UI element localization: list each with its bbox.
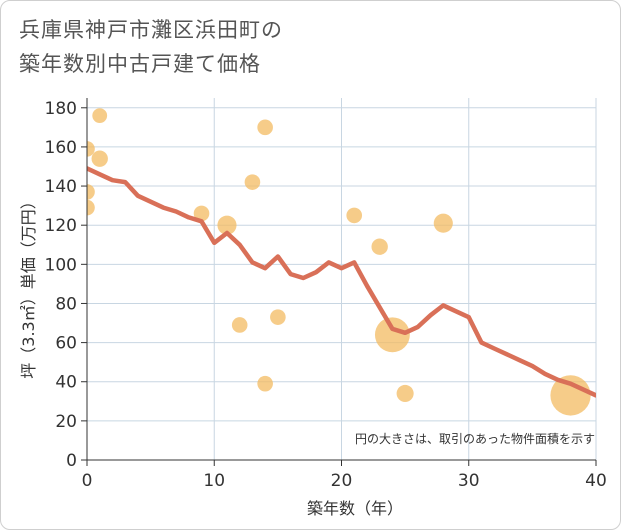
scatter-point — [396, 384, 414, 403]
scatter-point — [87, 141, 95, 157]
scatter-point — [92, 108, 108, 124]
tick-labels: 0 20 40 60 80 100 120 140 160 180 0 10 20 30 40 — [45, 99, 607, 491]
x-tick-label: 20 — [331, 471, 353, 491]
x-tick-label: 0 — [82, 471, 93, 491]
chart-title-line-1: 兵庫県神戸市灘区浜田町の — [19, 18, 283, 42]
y-tick-label: 0 — [66, 451, 77, 471]
chart-title: 兵庫県神戸市灘区浜田町の 築年数別中古戸建て価格 — [19, 13, 283, 81]
y-axis-label: 坪（3.3㎡）単価（万円） — [19, 193, 38, 378]
chart-title-line-2: 築年数別中古戸建て価格 — [19, 52, 261, 76]
scatter-point — [257, 119, 273, 136]
scatter-point — [87, 184, 95, 200]
data-points — [87, 108, 591, 416]
axes — [81, 98, 597, 466]
y-tick-label: 140 — [45, 177, 77, 197]
scatter-point — [91, 150, 108, 167]
trend-line — [87, 166, 596, 398]
scatter-point — [231, 317, 248, 333]
size-legend-note: 円の大きさは、取引のあった物件面積を示す — [355, 431, 595, 446]
x-axis-label: 築年数（年） — [307, 499, 403, 518]
scatter-point — [550, 375, 591, 416]
y-tick-label: 80 — [55, 294, 77, 314]
x-tick-label: 30 — [458, 471, 480, 491]
scatter-point — [270, 309, 286, 325]
y-tick-label: 160 — [45, 138, 77, 158]
scatter-point — [257, 375, 273, 392]
y-tick-label: 20 — [55, 412, 77, 432]
x-tick-label: 10 — [203, 471, 225, 491]
scatter-point — [346, 207, 363, 224]
y-tick-label: 180 — [45, 99, 77, 119]
grid-lines — [87, 98, 597, 460]
scatter-point — [433, 213, 453, 233]
scatter-point — [87, 199, 95, 216]
y-tick-label: 120 — [45, 216, 77, 236]
y-tick-label: 100 — [45, 255, 77, 275]
scatter-point — [374, 317, 410, 353]
trend-line-group — [87, 166, 596, 398]
y-tick-label: 40 — [55, 373, 77, 393]
scatter-point — [371, 238, 388, 255]
x-tick-label: 40 — [585, 471, 607, 491]
scatter-point — [217, 215, 237, 235]
scatter-point — [193, 205, 210, 222]
y-tick-label: 60 — [55, 334, 77, 354]
scatter-point — [244, 174, 261, 190]
